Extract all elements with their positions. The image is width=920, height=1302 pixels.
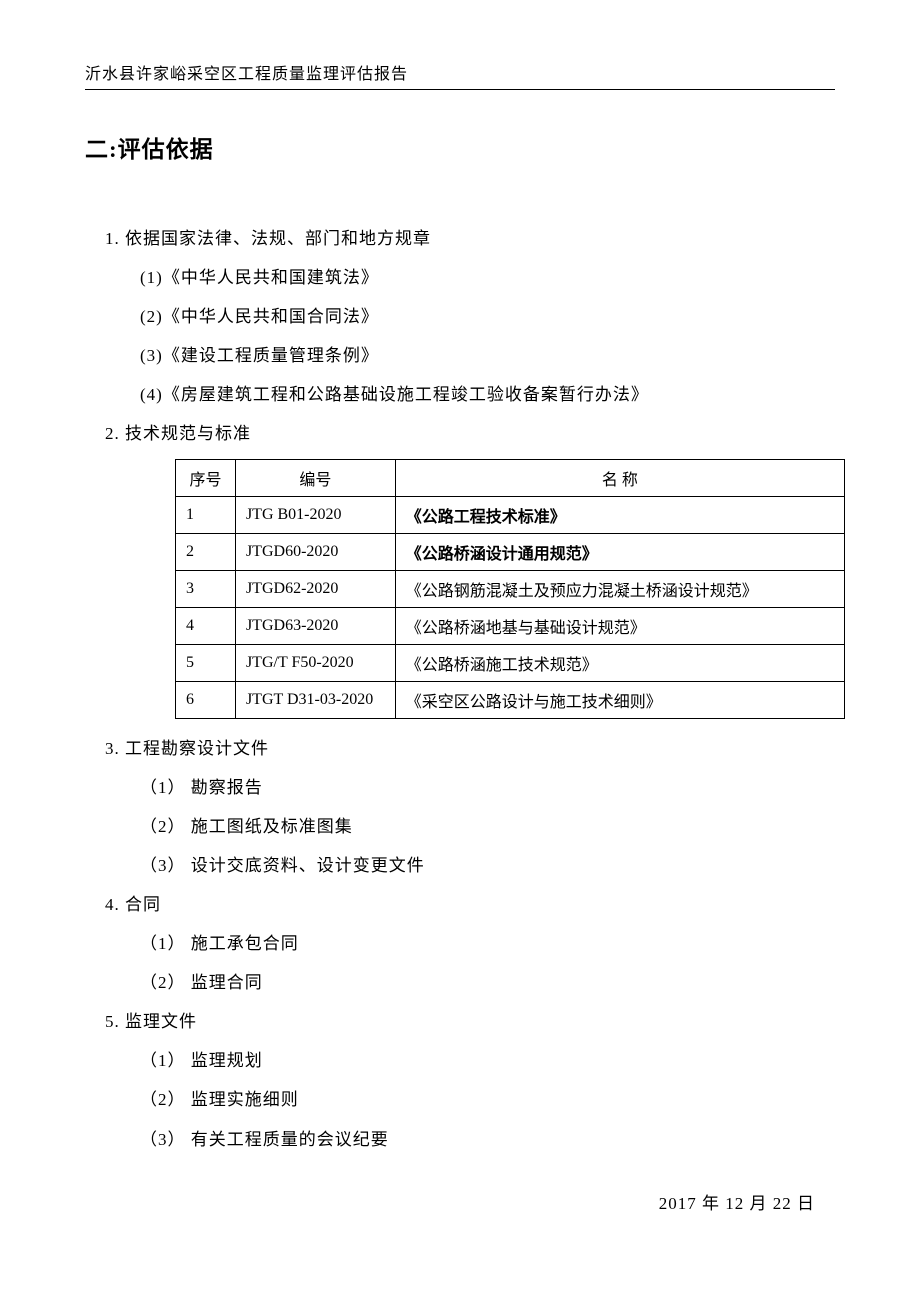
td-seq: 4 — [176, 607, 236, 644]
th-seq: 序号 — [176, 459, 236, 496]
td-seq: 2 — [176, 533, 236, 570]
table-row: 5 JTG/T F50-2020 《公路桥涵施工技术规范》 — [176, 644, 845, 681]
item-3-sub-2: （2） 施工图纸及标准图集 — [140, 807, 835, 846]
item-2-title: 2. 技术规范与标准 — [105, 414, 835, 453]
td-seq: 1 — [176, 496, 236, 533]
item-1-sublist: (1)《中华人民共和国建筑法》 (2)《中华人民共和国合同法》 (3)《建设工程… — [105, 258, 835, 414]
item-5-sub-2: （2） 监理实施细则 — [140, 1080, 835, 1119]
item-4-sub-1: （1） 施工承包合同 — [140, 924, 835, 963]
table-body: 1 JTG B01-2020 《公路工程技术标准》 2 JTGD60-2020 … — [176, 496, 845, 718]
table-header-row: 序号 编号 名 称 — [176, 459, 845, 496]
item-3-sub-1: （1） 勘察报告 — [140, 768, 835, 807]
item-3-sublist: （1） 勘察报告 （2） 施工图纸及标准图集 （3） 设计交底资料、设计变更文件 — [105, 768, 835, 885]
content-body: 1. 依据国家法律、法规、部门和地方规章 (1)《中华人民共和国建筑法》 (2)… — [85, 219, 835, 1159]
item-1-sub-2: (2)《中华人民共和国合同法》 — [140, 297, 835, 336]
header-title: 沂水县许家峪采空区工程质量监理评估报告 — [85, 60, 835, 84]
item-1-sub-4: (4)《房屋建筑工程和公路基础设施工程竣工验收备案暂行办法》 — [140, 375, 835, 414]
td-name: 《公路桥涵施工技术规范》 — [395, 644, 844, 681]
item-1-sub-1: (1)《中华人民共和国建筑法》 — [140, 258, 835, 297]
table-row: 2 JTGD60-2020 《公路桥涵设计通用规范》 — [176, 533, 845, 570]
th-name: 名 称 — [395, 459, 844, 496]
table-row: 4 JTGD63-2020 《公路桥涵地基与基础设计规范》 — [176, 607, 845, 644]
td-code: JTGD62-2020 — [235, 570, 395, 607]
item-1-sub-3: (3)《建设工程质量管理条例》 — [140, 336, 835, 375]
td-code: JTGD63-2020 — [235, 607, 395, 644]
td-name: 《公路桥涵地基与基础设计规范》 — [395, 607, 844, 644]
td-code: JTGD60-2020 — [235, 533, 395, 570]
td-code: JTG B01-2020 — [235, 496, 395, 533]
standards-table: 序号 编号 名 称 1 JTG B01-2020 《公路工程技术标准》 2 JT… — [175, 459, 845, 719]
td-code: JTG/T F50-2020 — [235, 644, 395, 681]
document-date: 2017 年 12 月 22 日 — [85, 1189, 835, 1214]
table-row: 6 JTGT D31-03-2020 《采空区公路设计与施工技术细则》 — [176, 681, 845, 718]
th-code: 编号 — [235, 459, 395, 496]
item-5-title: 5. 监理文件 — [105, 1002, 835, 1041]
td-seq: 5 — [176, 644, 236, 681]
item-4-sublist: （1） 施工承包合同 （2） 监理合同 — [105, 924, 835, 1002]
table-row: 1 JTG B01-2020 《公路工程技术标准》 — [176, 496, 845, 533]
td-seq: 6 — [176, 681, 236, 718]
document-page: 沂水县许家峪采空区工程质量监理评估报告 二:评估依据 1. 依据国家法律、法规、… — [0, 0, 920, 1264]
item-1-title: 1. 依据国家法律、法规、部门和地方规章 — [105, 219, 835, 258]
item-3-title: 3. 工程勘察设计文件 — [105, 729, 835, 768]
page-header: 沂水县许家峪采空区工程质量监理评估报告 — [85, 60, 835, 90]
td-name: 《采空区公路设计与施工技术细则》 — [395, 681, 844, 718]
table-row: 3 JTGD62-2020 《公路钢筋混凝土及预应力混凝土桥涵设计规范》 — [176, 570, 845, 607]
td-name: 《公路钢筋混凝土及预应力混凝土桥涵设计规范》 — [395, 570, 844, 607]
td-name: 《公路工程技术标准》 — [395, 496, 844, 533]
item-4-sub-2: （2） 监理合同 — [140, 963, 835, 1002]
item-3-sub-3: （3） 设计交底资料、设计变更文件 — [140, 846, 835, 885]
section-title: 二:评估依据 — [85, 130, 835, 164]
item-5-sub-1: （1） 监理规划 — [140, 1041, 835, 1080]
td-code: JTGT D31-03-2020 — [235, 681, 395, 718]
item-5-sublist: （1） 监理规划 （2） 监理实施细则 （3） 有关工程质量的会议纪要 — [105, 1041, 835, 1158]
item-4-title: 4. 合同 — [105, 885, 835, 924]
item-5-sub-3: （3） 有关工程质量的会议纪要 — [140, 1120, 835, 1159]
td-seq: 3 — [176, 570, 236, 607]
td-name: 《公路桥涵设计通用规范》 — [395, 533, 844, 570]
